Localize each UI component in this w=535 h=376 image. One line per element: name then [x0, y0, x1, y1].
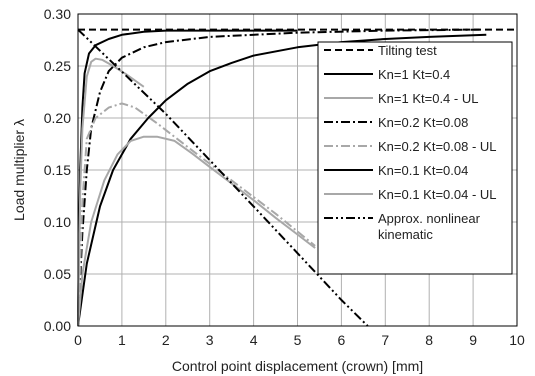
series-line-5 [77, 102, 316, 327]
legend-label: Kn=0.1 Kt=0.04 - UL [378, 187, 497, 202]
series-lines [77, 28, 517, 327]
x-tick-label: 7 [381, 332, 389, 348]
x-tick-label: 8 [425, 332, 433, 348]
x-tick-label: 10 [509, 332, 525, 348]
tick-labels: 0 1 2 3 4 5 6 7 8 9 10 0.00 0.05 0.10 0.15 0.20 0.25 0.30 [44, 6, 525, 348]
y-tick-label: 0.25 [44, 58, 71, 74]
legend-label: Kn=0.2 Kt=0.08 - UL [378, 139, 497, 154]
legend-label: Kn=0.2 Kt=0.08 [378, 115, 468, 130]
legend-label: Approx. nonlinear [378, 211, 481, 226]
x-tick-label: 9 [469, 332, 477, 348]
plot-frame [77, 13, 518, 327]
legend-box [317, 41, 513, 275]
y-tick-label: 0.20 [44, 110, 71, 126]
series-line-7 [77, 135, 316, 327]
legend-label: Kn=1 Kt=0.4 - UL [378, 91, 478, 106]
x-tick-label: 6 [338, 332, 346, 348]
legend-label: Tilting test [378, 43, 437, 58]
legend-label: Kn=1 Kt=0.4 [378, 67, 450, 82]
y-tick-label: 0.30 [44, 6, 71, 22]
x-tick-label: 0 [74, 332, 82, 348]
y-tick-label: 0.15 [44, 162, 71, 178]
x-tick-label: 2 [162, 332, 170, 348]
legend-label: kinematic [378, 227, 433, 242]
legend-label: Kn=0.1 Kt=0.04 [378, 163, 468, 178]
legend: Tilting test Kn=1 Kt=0.4 Kn=1 Kt=0.4 - UL K… [317, 41, 513, 275]
series-line-3 [77, 57, 145, 327]
y-tick-label: 0.10 [44, 214, 71, 230]
x-tick-label: 1 [118, 332, 126, 348]
series-line-8 [77, 28, 369, 327]
x-tick-label: 4 [250, 332, 258, 348]
series-line-4 [77, 28, 482, 327]
x-tick-label: 3 [206, 332, 214, 348]
x-axis-label: Control point displacement (crown) [mm] [172, 358, 423, 374]
y-tick-label: 0.05 [44, 266, 71, 282]
x-tick-label: 5 [294, 332, 302, 348]
y-axis-label: Load multiplier λ [11, 119, 27, 221]
y-tick-label: 0.00 [44, 318, 71, 334]
series-line-6 [77, 33, 487, 327]
